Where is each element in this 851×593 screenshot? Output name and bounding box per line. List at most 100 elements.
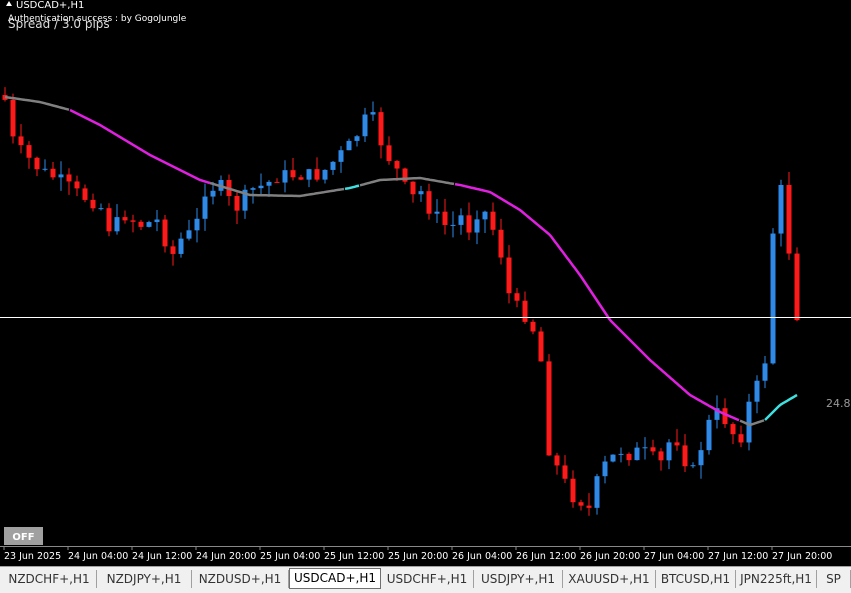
candle xyxy=(578,502,584,506)
candle xyxy=(610,454,616,462)
candle xyxy=(586,505,592,508)
candle xyxy=(562,465,568,479)
candle xyxy=(266,181,272,186)
candle xyxy=(50,168,56,178)
candle xyxy=(602,461,608,477)
time-label: 26 Jun 04:00 xyxy=(452,551,512,562)
candle xyxy=(298,177,304,180)
candle xyxy=(778,184,784,234)
tab[interactable]: USDCHF+,H1 xyxy=(381,570,474,588)
ma-segment xyxy=(4,95,70,111)
candle xyxy=(554,455,560,466)
candle xyxy=(722,408,728,425)
candle xyxy=(250,188,256,190)
candle xyxy=(594,476,600,508)
tab[interactable]: SP xyxy=(817,570,851,588)
menu-arrow[interactable] xyxy=(6,1,12,6)
candle xyxy=(186,230,192,239)
tab[interactable]: JPN225ft,H1 xyxy=(736,570,817,588)
candle xyxy=(754,380,760,402)
candle xyxy=(498,229,504,258)
candle xyxy=(378,112,384,146)
time-axis: 23 Jun 2025 24 Jun 04:00 24 Jun 12:00 24 Ju… xyxy=(3,546,832,562)
candle xyxy=(466,215,472,233)
candle xyxy=(618,453,624,455)
candle xyxy=(402,168,408,182)
candle xyxy=(730,424,736,435)
candle xyxy=(538,331,544,362)
time-label: 27 Jun 12:00 xyxy=(708,551,768,562)
candle xyxy=(66,174,72,182)
candle xyxy=(474,219,480,233)
time-label: 25 Jun 04:00 xyxy=(260,551,320,562)
candle xyxy=(626,453,632,461)
tab[interactable]: USDCAD+,H1 xyxy=(289,568,381,589)
candle xyxy=(522,300,528,322)
candle xyxy=(74,181,80,189)
candle xyxy=(322,169,328,180)
tab[interactable]: BTCUSD,H1 xyxy=(656,570,736,588)
spread: Spread / 3.0 pips xyxy=(8,17,110,31)
candle xyxy=(410,181,416,195)
candle xyxy=(698,450,704,466)
tab[interactable]: NZDUSD+,H1 xyxy=(192,570,289,588)
chart: USDCAD+,H1 Authentication success : by G… xyxy=(0,0,851,562)
candle xyxy=(354,136,360,141)
tab[interactable]: XAUUSD+,H1 xyxy=(563,570,656,588)
off-button[interactable] xyxy=(4,527,43,545)
candle xyxy=(394,161,400,169)
candle xyxy=(114,217,120,232)
candle xyxy=(642,447,648,449)
candle xyxy=(194,218,200,231)
candle xyxy=(82,188,88,200)
time-label: 24 Jun 12:00 xyxy=(132,551,192,562)
candle xyxy=(106,208,112,232)
tab[interactable]: USDJPY+,H1 xyxy=(474,570,563,588)
moving-average xyxy=(4,95,798,427)
candle xyxy=(434,211,440,214)
candle xyxy=(122,217,128,221)
candle xyxy=(210,190,216,197)
candle xyxy=(90,199,96,209)
candle xyxy=(674,442,680,446)
candle xyxy=(290,170,296,178)
candle xyxy=(202,196,208,219)
candle xyxy=(490,211,496,230)
candle xyxy=(370,112,376,115)
tab-bar: NZDCHF+,H1 NZDJPY+,H1 NZDUSD+,H1 USDCAD+,H1… xyxy=(0,566,851,593)
candle xyxy=(706,419,712,451)
candle xyxy=(386,145,392,162)
candle xyxy=(762,363,768,381)
candle xyxy=(770,233,776,364)
indicator-value: 24.8 xyxy=(826,397,851,410)
candle xyxy=(58,174,64,178)
tab[interactable]: NZDCHF+,H1 xyxy=(2,570,97,588)
candle xyxy=(786,184,792,254)
candle xyxy=(130,220,136,222)
candle xyxy=(10,99,16,137)
candle xyxy=(658,451,664,461)
candle xyxy=(650,447,656,452)
time-label: 26 Jun 12:00 xyxy=(516,551,576,562)
ma-segment xyxy=(344,184,360,191)
candle xyxy=(506,257,512,294)
time-label: 25 Jun 12:00 xyxy=(324,551,384,562)
candle xyxy=(282,170,288,183)
candle xyxy=(530,321,536,332)
candle xyxy=(442,211,448,225)
candle xyxy=(98,208,104,210)
candle xyxy=(330,161,336,170)
ma-segment xyxy=(764,393,798,421)
candle xyxy=(738,434,744,443)
candle xyxy=(570,478,576,503)
tab[interactable]: NZDJPY+,H1 xyxy=(97,570,192,588)
off-label[interactable]: OFF xyxy=(12,532,34,543)
ma-segment xyxy=(739,419,765,427)
candle xyxy=(458,215,464,225)
candle xyxy=(314,169,320,180)
time-label: 24 Jun 20:00 xyxy=(196,551,256,562)
symbol: USDCAD+,H1 xyxy=(16,0,84,11)
candle xyxy=(42,168,48,170)
time-label: 26 Jun 20:00 xyxy=(580,551,640,562)
